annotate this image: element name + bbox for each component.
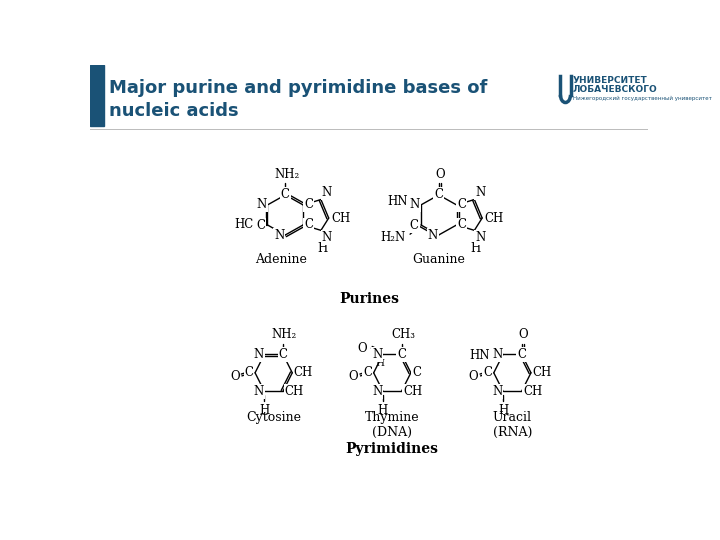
- Text: CH: CH: [331, 212, 350, 225]
- Text: NH₂: NH₂: [274, 168, 300, 181]
- Text: N: N: [475, 186, 485, 199]
- Text: H: H: [259, 403, 269, 416]
- Text: H: H: [498, 403, 508, 416]
- Text: C: C: [397, 348, 406, 361]
- Text: Thymine
(DNA): Thymine (DNA): [365, 411, 420, 440]
- Text: Cytosine: Cytosine: [246, 411, 301, 424]
- Text: H: H: [318, 242, 328, 255]
- Text: C: C: [304, 219, 313, 232]
- Text: УНИВЕРСИТЕТ: УНИВЕРСИТЕТ: [573, 76, 647, 85]
- Text: C: C: [281, 188, 289, 201]
- Text: N: N: [274, 230, 284, 242]
- Text: Нижегородский государственный университет: Нижегородский государственный университе…: [573, 96, 711, 101]
- Text: ЛОБАЧЕВСКОГО: ЛОБАЧЕВСКОГО: [573, 85, 657, 94]
- Text: O: O: [469, 370, 478, 383]
- Text: O: O: [348, 370, 358, 383]
- Text: N: N: [322, 231, 332, 244]
- Text: N: N: [253, 348, 264, 361]
- Text: O: O: [230, 370, 240, 383]
- Text: H: H: [471, 242, 481, 255]
- Text: C: C: [457, 219, 467, 232]
- Text: C: C: [483, 366, 492, 379]
- Text: N: N: [492, 348, 503, 361]
- Text: O: O: [518, 328, 528, 341]
- Text: N: N: [492, 385, 503, 398]
- Text: Guanine: Guanine: [413, 253, 465, 266]
- Text: C: C: [413, 366, 421, 379]
- Text: Adenine: Adenine: [256, 253, 307, 266]
- Text: CH: CH: [294, 366, 313, 379]
- Text: N: N: [322, 186, 332, 199]
- Text: N: N: [372, 348, 382, 361]
- Text: N: N: [372, 385, 382, 398]
- Text: HC: HC: [234, 219, 253, 232]
- Text: NH₂: NH₂: [272, 328, 297, 341]
- Text: CH₃: CH₃: [391, 328, 415, 341]
- Text: C: C: [245, 366, 253, 379]
- Text: CH: CH: [284, 385, 304, 398]
- Text: H: H: [375, 359, 384, 368]
- Text: O: O: [358, 342, 367, 355]
- Text: CH: CH: [533, 366, 552, 379]
- Text: C: C: [457, 198, 467, 212]
- Text: HN: HN: [469, 349, 490, 362]
- Text: C: C: [434, 188, 444, 201]
- Text: CH: CH: [485, 212, 504, 225]
- Text: H₂N: H₂N: [380, 231, 405, 244]
- Text: N: N: [256, 198, 266, 212]
- Text: Purines: Purines: [339, 292, 399, 306]
- Text: O: O: [436, 168, 445, 181]
- Text: C: C: [304, 198, 313, 212]
- Text: C: C: [279, 348, 287, 361]
- Text: C: C: [517, 348, 526, 361]
- Text: Uracil
(RNA): Uracil (RNA): [492, 411, 532, 440]
- Text: C: C: [410, 219, 418, 232]
- Text: Major purine and pyrimidine bases of
nucleic acids: Major purine and pyrimidine bases of nuc…: [109, 79, 487, 120]
- Text: C: C: [256, 219, 265, 232]
- Text: HN: HN: [387, 194, 408, 207]
- Text: N: N: [410, 198, 420, 212]
- Text: Pyrimidines: Pyrimidines: [346, 442, 438, 456]
- Text: H: H: [378, 403, 388, 416]
- Text: N: N: [428, 230, 438, 242]
- Text: N: N: [253, 385, 264, 398]
- Text: CH: CH: [403, 385, 423, 398]
- Text: C: C: [363, 366, 372, 379]
- Bar: [90, 65, 104, 126]
- Text: N: N: [475, 231, 485, 244]
- Text: CH: CH: [523, 385, 542, 398]
